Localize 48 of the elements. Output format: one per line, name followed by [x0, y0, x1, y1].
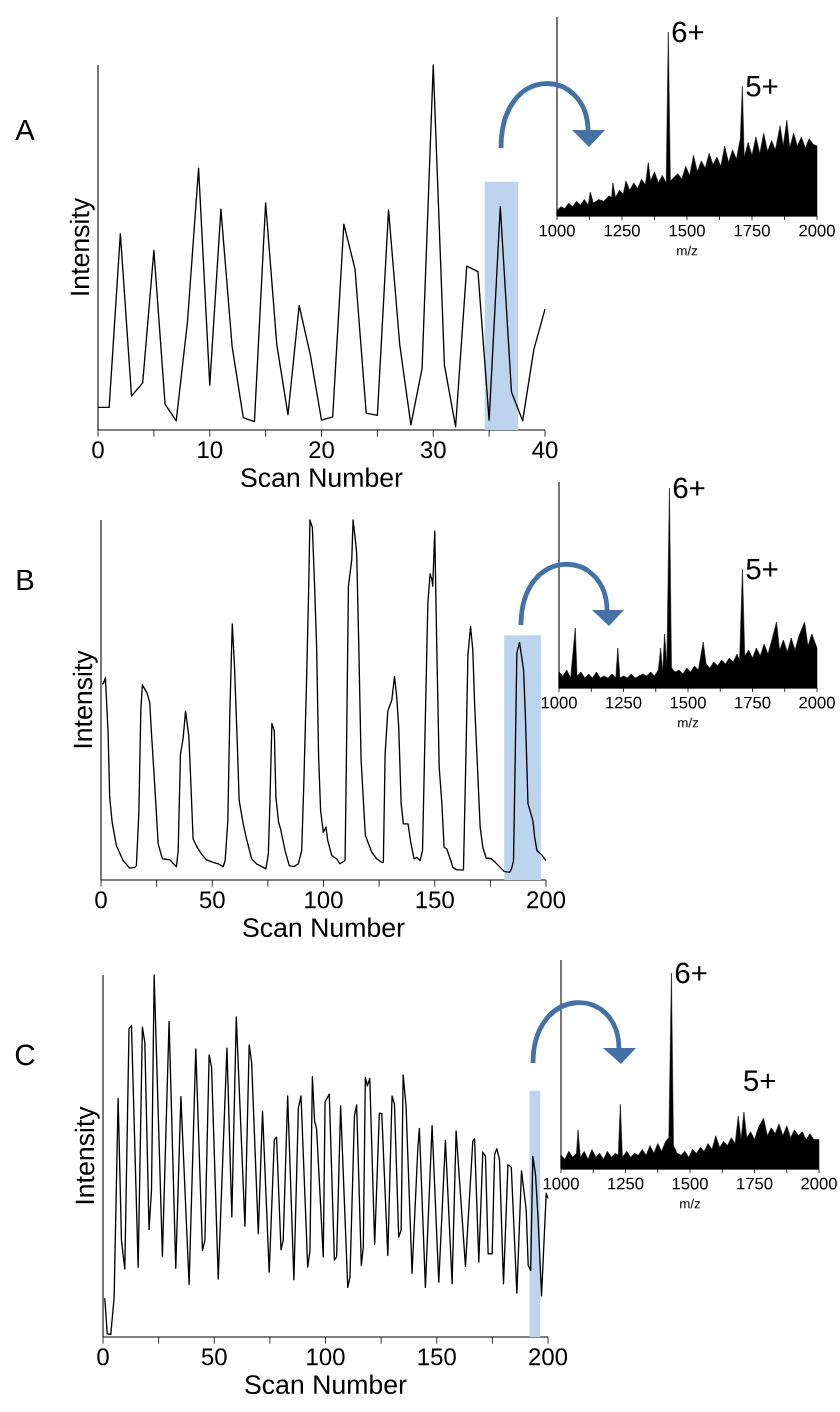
x-tick-label: 1750 — [737, 1177, 773, 1190]
x-tick-label: 1750 — [735, 696, 771, 709]
x-tick-label: 0 — [92, 441, 104, 459]
x-tick-label: 1750 — [734, 224, 770, 237]
x-tick-label: 50 — [201, 1348, 227, 1366]
annotation: 6+ — [672, 21, 704, 43]
x-tick-label: 50 — [199, 891, 225, 909]
x-tick-label: 10 — [198, 441, 223, 459]
x-tick-label: 1250 — [608, 1177, 644, 1190]
text: B — [17, 569, 34, 591]
x-tick-label: 1000 — [543, 1177, 579, 1190]
x-axis-title: Scan Number — [243, 917, 405, 938]
annotation: 6+ — [673, 477, 705, 499]
y-axis-title: Intensity — [74, 1106, 100, 1204]
annotation: 5+ — [746, 76, 778, 97]
x-tick-label: 1250 — [604, 224, 640, 237]
text: C — [15, 1044, 35, 1066]
x-axis-title: m/z — [680, 1198, 701, 1209]
x-axis-title: Scan Number — [241, 467, 403, 488]
x-tick-label: 150 — [418, 1348, 456, 1366]
x-tick-label: 1500 — [670, 696, 706, 709]
x-tick-label: 150 — [416, 891, 454, 909]
y-axis-title: Intensity — [69, 197, 95, 295]
x-tick-label: 1500 — [672, 1177, 708, 1190]
x-tick-label: 40 — [532, 441, 558, 459]
annotation: 5+ — [746, 558, 778, 580]
x-tick-label: 100 — [305, 891, 343, 909]
x-tick-label: 200 — [529, 1348, 568, 1366]
annotation: 6+ — [675, 962, 707, 984]
x-tick-label: 20 — [309, 441, 334, 459]
annotation: 5+ — [744, 1070, 775, 1092]
x-tick-label: 1250 — [606, 696, 642, 709]
x-tick-label: 2000 — [799, 696, 835, 709]
x-tick-label: 1000 — [539, 224, 575, 237]
x-tick-label: 0 — [97, 1348, 109, 1366]
x-tick-label: 1500 — [669, 224, 705, 237]
x-tick-label: 200 — [527, 891, 566, 909]
x-tick-label: 100 — [307, 1348, 345, 1366]
y-axis-title: Intensity — [72, 650, 98, 748]
x-tick-label: 30 — [420, 441, 446, 459]
x-axis-title: m/z — [678, 717, 699, 728]
x-tick-label: 0 — [95, 891, 107, 909]
x-tick-label: 2000 — [799, 224, 835, 237]
x-tick-label: 1000 — [541, 696, 577, 709]
x-axis-title: m/z — [677, 245, 698, 256]
x-tick-label: 2000 — [801, 1177, 837, 1190]
text: A — [15, 119, 35, 141]
x-axis-title: Scan Number — [245, 1374, 407, 1395]
